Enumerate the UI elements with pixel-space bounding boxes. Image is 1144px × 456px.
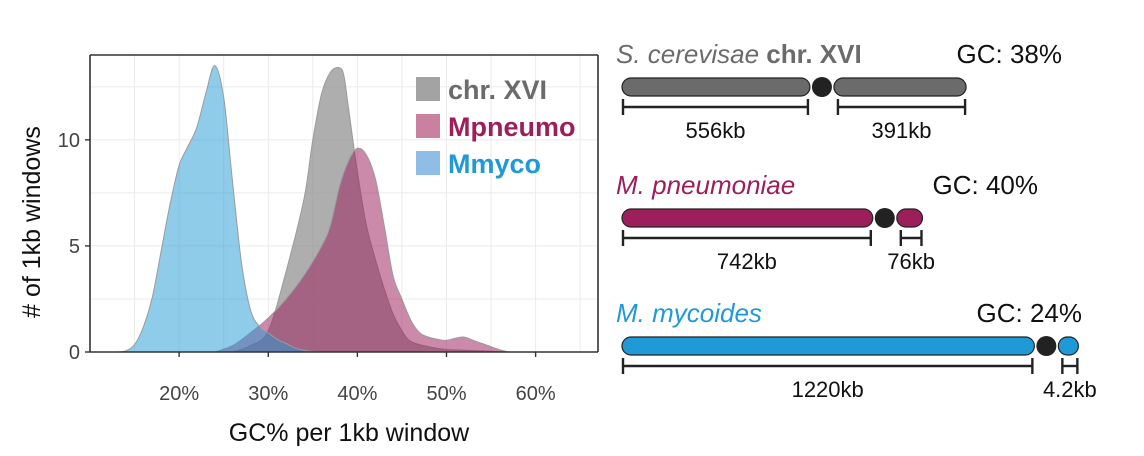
arm-2-length-label: 391kb bbox=[872, 118, 932, 143]
density-area-mmyco bbox=[116, 65, 322, 353]
gc-label: GC: 24% bbox=[977, 298, 1083, 328]
x-tick-label: 40% bbox=[337, 383, 377, 405]
plot-axes bbox=[89, 54, 599, 353]
genome-name: M. pneumoniae bbox=[616, 170, 795, 200]
y-ticks: 0 5 10 bbox=[58, 130, 90, 364]
x-ticks: 20% 30% 40% 50% 60% bbox=[159, 352, 556, 405]
density-areas bbox=[116, 65, 510, 353]
genome-name-italic: M. pneumoniae bbox=[616, 170, 795, 200]
arm-1-length-label: 742kb bbox=[717, 249, 777, 274]
chromosome-arm-1 bbox=[621, 77, 811, 97]
x-tick-label: 50% bbox=[426, 383, 466, 405]
chromosome-arm-2 bbox=[1057, 336, 1079, 356]
centromere bbox=[874, 208, 895, 228]
x-tick-label: 60% bbox=[516, 383, 556, 405]
legend-swatch-mmyco bbox=[416, 151, 440, 175]
gc-label: GC: 40% bbox=[933, 170, 1039, 200]
genome-name-bold: chr. XVI bbox=[759, 39, 862, 69]
y-axis-title: # of 1kb windows bbox=[18, 126, 46, 318]
legend-swatch-chr bbox=[416, 77, 440, 101]
density-area-mpneumo bbox=[214, 147, 510, 353]
x-axis-title: GC% per 1kb window bbox=[229, 419, 470, 447]
chromosome-arm-1 bbox=[621, 208, 874, 228]
genome-name: M. mycoides bbox=[616, 298, 762, 328]
density-plot: 20% 30% 40% 50% 60% 0 5 10 chr. XVI Mpneumo Mmyc… bbox=[18, 54, 599, 447]
legend-label-chr: chr. XVI bbox=[448, 75, 547, 105]
arm-1-length-label: 556kb bbox=[685, 118, 745, 143]
legend-label-mmyco: Mmyco bbox=[448, 149, 541, 179]
genome-name: S. cerevisae chr. XVI bbox=[616, 39, 862, 69]
y-tick-label: 10 bbox=[58, 130, 80, 152]
legend: chr. XVI Mpneumo Mmyco bbox=[416, 75, 576, 179]
legend-label-mpneumo: Mpneumo bbox=[448, 112, 576, 142]
centromere bbox=[811, 77, 832, 97]
arm-2-length-label: 76kb bbox=[887, 249, 935, 274]
gc-label: GC: 38% bbox=[957, 39, 1063, 69]
genome-name-italic: M. mycoides bbox=[616, 298, 762, 328]
genome-diagram: S. cerevisae chr. XVI GC: 38% 556kb 391kb M.… bbox=[616, 39, 1097, 402]
genome-name-italic: S. cerevisae bbox=[616, 39, 759, 69]
chromosome-arm-2 bbox=[896, 208, 924, 228]
y-tick-label: 0 bbox=[69, 342, 80, 364]
centromere bbox=[1036, 336, 1057, 356]
legend-swatch-mpneumo bbox=[416, 114, 440, 138]
x-tick-label: 20% bbox=[159, 383, 199, 405]
arm-1-length-label: 1220kb bbox=[792, 377, 864, 402]
chromosome-arm-2 bbox=[833, 77, 967, 97]
x-tick-label: 30% bbox=[248, 383, 288, 405]
chromosome-arm-1 bbox=[621, 336, 1035, 356]
y-tick-label: 5 bbox=[69, 236, 80, 258]
arm-2-length-label: 4.2kb bbox=[1043, 377, 1097, 402]
